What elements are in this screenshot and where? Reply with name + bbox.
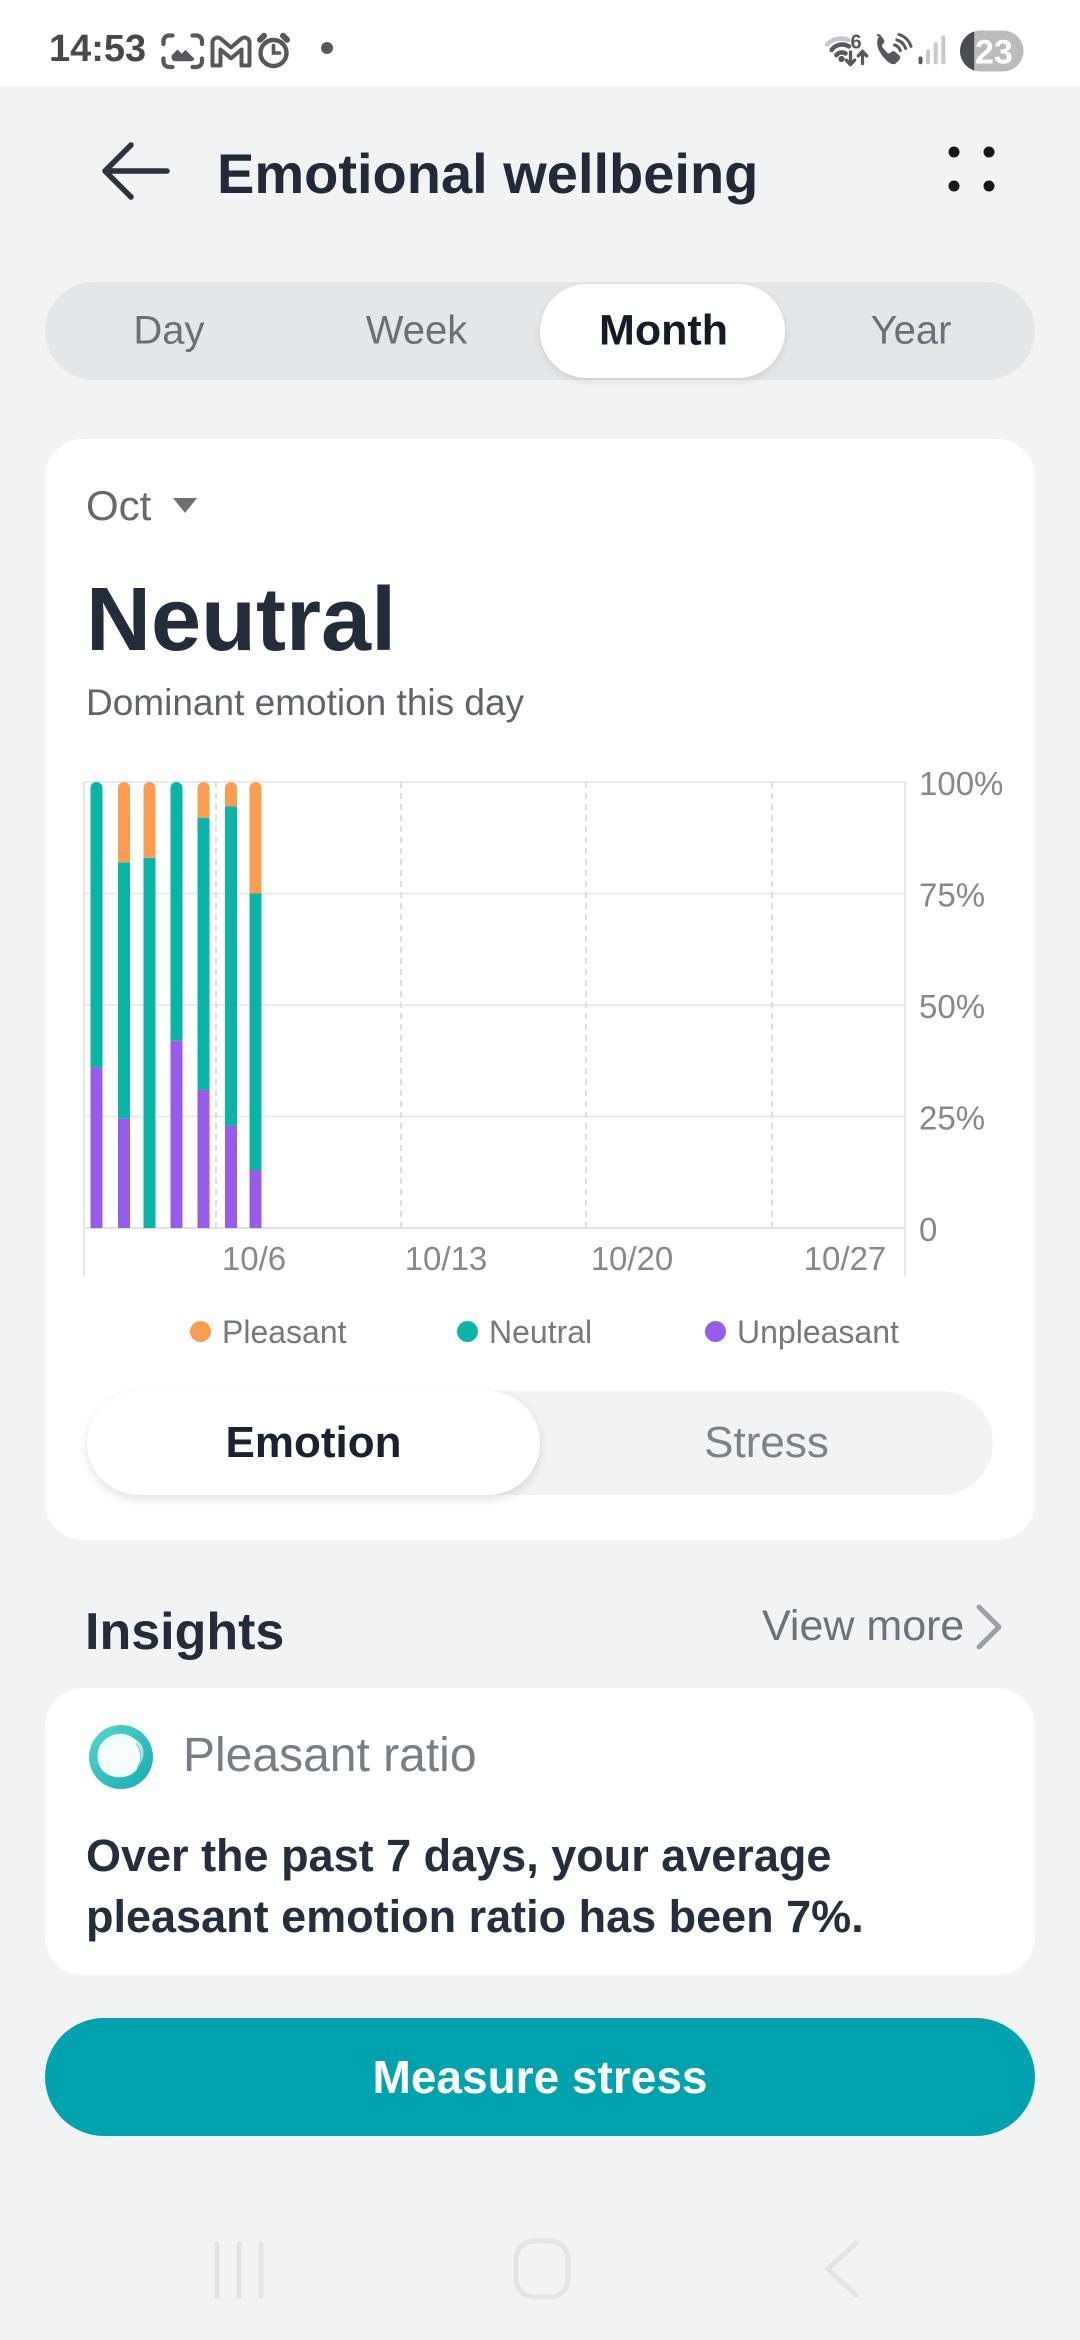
svg-text:10/27: 10/27 (804, 1240, 887, 1277)
svg-text:6: 6 (851, 32, 862, 54)
svg-text:10/20: 10/20 (591, 1240, 674, 1277)
svg-text:10/6: 10/6 (222, 1240, 286, 1277)
svg-text:23: 23 (975, 34, 1013, 72)
svg-text:75%: 75% (919, 877, 985, 914)
svg-text:25%: 25% (919, 1100, 985, 1137)
svg-text:50%: 50% (919, 988, 985, 1025)
svg-text:10/13: 10/13 (405, 1240, 488, 1277)
svg-text:100%: 100% (919, 765, 1003, 802)
svg-text:0: 0 (919, 1211, 937, 1248)
